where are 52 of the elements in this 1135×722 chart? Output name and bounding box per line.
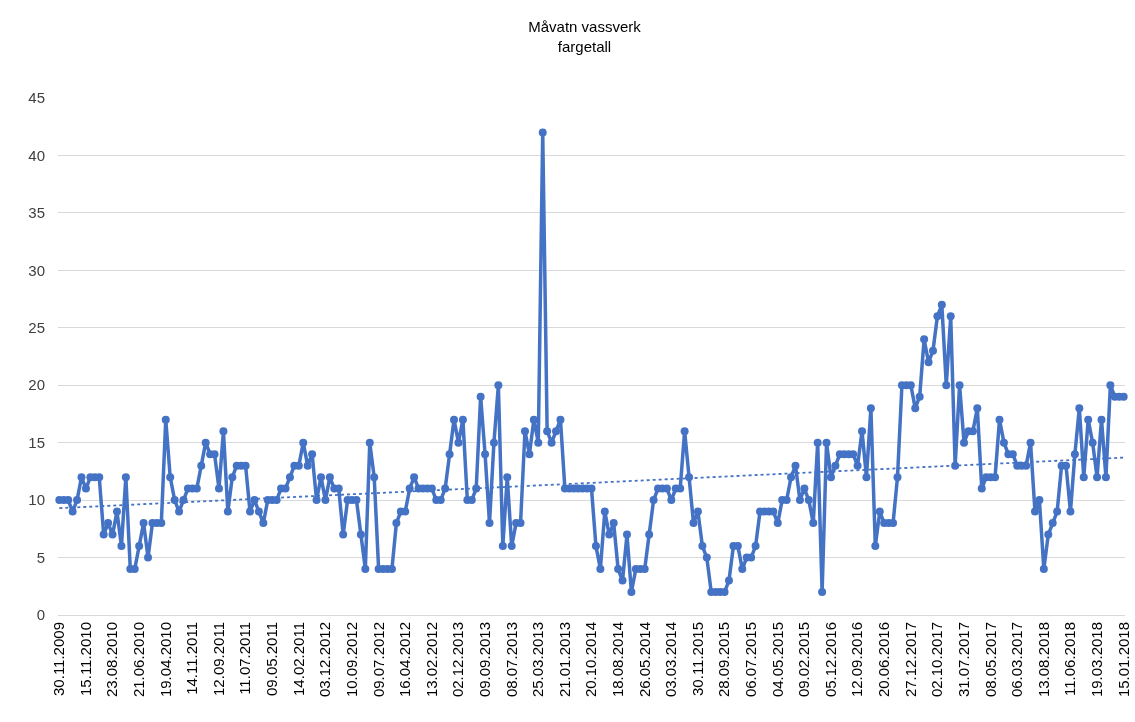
x-tick-label: 11.07.2011: [236, 622, 254, 695]
x-tick-label: 28.09.2015: [715, 622, 733, 698]
x-tick-label: 09.09.2013: [475, 622, 493, 698]
x-tick-label: 27.12.2017: [901, 622, 919, 698]
y-tick-label: 30: [28, 261, 45, 279]
x-tick-label: 13.02.2012: [422, 622, 440, 698]
x-tick-label: 31.07.2017: [954, 622, 972, 698]
y-tick-label: 20: [28, 376, 45, 394]
x-tick-label: 20.06.2016: [875, 622, 893, 698]
x-tick-label: 25.03.2013: [529, 622, 547, 698]
y-tick-label: 25: [28, 319, 45, 337]
x-tick-label: 11.06.2018: [1061, 622, 1079, 696]
x-tick-label: 02.12.2013: [449, 622, 467, 698]
x-tick-label: 10.09.2012: [342, 622, 360, 698]
x-tick-label: 19.03.2018: [1087, 622, 1105, 698]
y-tick-label: 40: [28, 146, 45, 164]
y-tick-label: 45: [28, 89, 45, 107]
x-tick-label: 23.08.2010: [103, 622, 121, 698]
x-tick-label: 14.02.2011: [289, 622, 307, 696]
x-tick-label: 19.04.2010: [156, 622, 174, 698]
x-tick-label: 06.07.2015: [742, 622, 760, 698]
y-tick-label: 5: [36, 548, 45, 566]
x-tick-label: 03.12.2012: [316, 622, 334, 698]
x-tick-label: 26.05.2014: [635, 622, 653, 698]
x-tick-label: 05.12.2016: [821, 622, 839, 698]
x-tick-label: 08.07.2013: [502, 622, 520, 698]
x-tick-label: 15.01.2018: [1114, 622, 1132, 698]
x-tick-label: 02.10.2017: [928, 622, 946, 698]
x-tick-label: 08.05.2017: [981, 622, 999, 698]
x-tick-label: 12.09.2011: [209, 622, 227, 696]
x-tick-label: 14.11.2011: [183, 622, 201, 695]
x-tick-label: 30.11.2009: [50, 622, 68, 696]
x-tick-label: 09.05.2011: [263, 622, 281, 696]
x-tick-label: 16.04.2012: [396, 622, 414, 698]
x-tick-label: 13.08.2018: [1034, 622, 1052, 698]
x-tick-label: 06.03.2017: [1008, 622, 1026, 698]
x-tick-label: 21.01.2013: [555, 622, 573, 698]
x-tick-label: 03.03.2014: [662, 622, 680, 698]
y-tick-label: 15: [28, 433, 45, 451]
x-tick-label: 30.11.2015: [688, 622, 706, 696]
x-tick-label: 20.10.2014: [582, 622, 600, 698]
y-tick-label: 0: [36, 606, 45, 624]
x-tick-label: 21.06.2010: [130, 622, 148, 698]
x-tick-label: 04.05.2015: [768, 622, 786, 698]
y-tick-label: 10: [28, 491, 45, 509]
chart-title: Måvatn vassverk fargetall: [528, 18, 642, 55]
x-tick-label: 09.07.2012: [369, 622, 387, 698]
x-tick-label: 12.09.2016: [848, 622, 866, 698]
x-tick-label: 18.08.2014: [608, 622, 626, 698]
y-tick-label: 35: [28, 204, 45, 222]
x-tick-label: 09.02.2015: [795, 622, 813, 698]
x-tick-label: 15.11.2010: [76, 622, 94, 696]
